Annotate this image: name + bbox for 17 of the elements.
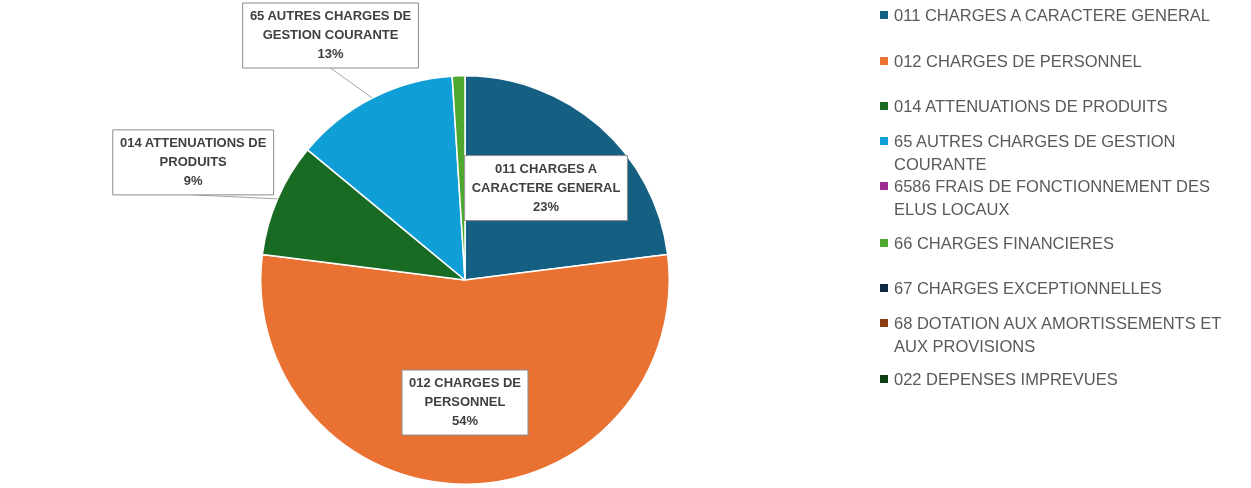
- slice-label: 014 ATTENUATIONS DE PRODUITS: [120, 134, 267, 169]
- legend-label: 014 ATTENUATIONS DE PRODUITS: [894, 96, 1168, 117]
- legend-label: 67 CHARGES EXCEPTIONNELLES: [894, 278, 1162, 299]
- legend-label: 011 CHARGES A CARACTERE GENERAL: [894, 5, 1211, 26]
- slice-label: 012 CHARGES DE PERSONNEL: [409, 375, 522, 410]
- slice-label: 65 AUTRES CHARGES DE GESTION COURANTE: [249, 8, 412, 43]
- legend-label: 022 DEPENSES IMPREVUES: [894, 369, 1118, 390]
- data-label: 13%: [317, 46, 344, 62]
- legend-label: 012 CHARGES DE PERSONNEL: [894, 50, 1142, 72]
- legend-label: 65 AUTRES CHARGES DE GESTION COURANTE: [894, 130, 1177, 175]
- data-label: 9%: [183, 172, 204, 188]
- legend-label: 66 CHARGES FINANCIERES: [894, 232, 1115, 254]
- legend-label: 68 DOTATION AUX AMORTISSEMENTS ET AUX PROVISIONS: [894, 312, 1222, 357]
- legend-label: 6586 FRAIS DE FONCTIONNEMENT DES ELUS LOCAUX: [894, 176, 1211, 220]
- data-label: 23%: [533, 198, 560, 214]
- slice-label: 011 CHARGES A CARACTERE GENERAL: [471, 160, 621, 195]
- data-label: 54%: [451, 413, 479, 429]
